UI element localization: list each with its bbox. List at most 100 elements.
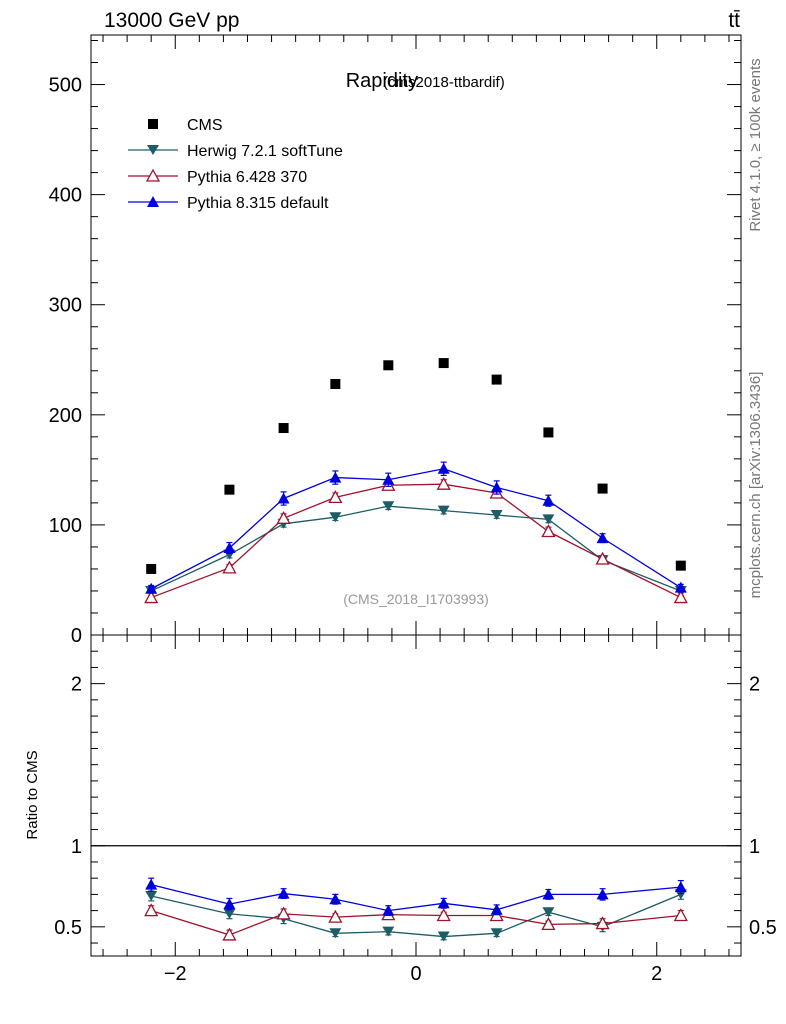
main-ytick-label: 0 <box>71 625 82 647</box>
main-point-pythia8 <box>596 532 609 544</box>
main-point-pythia8 <box>223 542 236 554</box>
main-point-cms <box>146 563 157 574</box>
main-point-herwig <box>382 501 395 512</box>
main-point-cms <box>491 374 502 385</box>
ratio-point-pythia8 <box>223 898 236 910</box>
main-point-cms <box>278 423 289 434</box>
main-point-pythia6 <box>595 551 610 565</box>
main-ytick-label: 200 <box>49 405 82 427</box>
ratio-panel: 0.5 0.5 1 1 2 2 −2 0 2 Ratio to CMS <box>24 634 777 985</box>
ratio-ytick-label-left: 1 <box>71 836 82 858</box>
ratio-point-pythia8 <box>145 878 158 890</box>
main-line-pythia8 <box>150 468 682 590</box>
ratio-ytick-label-left: 0.5 <box>54 917 82 939</box>
ratio-point-herwig <box>223 908 236 919</box>
legend-marker-herwig <box>147 145 159 155</box>
ratio-point-pythia8 <box>382 904 395 916</box>
legend-label-pythia6: Pythia 6.428 370 <box>187 169 307 186</box>
main-ytick-label: 500 <box>49 75 82 97</box>
main-point-cms <box>438 358 449 369</box>
legend-entry-pythia8: Pythia 8.315 default <box>128 195 329 212</box>
main-point-pythia8 <box>542 494 555 506</box>
legend-label-cms: CMS <box>187 117 223 134</box>
legend: CMS Herwig 7.2.1 softTune Pythia 6.428 3… <box>128 117 343 212</box>
ratio-xtick-label: 0 <box>410 963 421 985</box>
legend-label-pythia8: Pythia 8.315 default <box>187 195 329 212</box>
ratio-point-pythia6 <box>328 909 343 923</box>
main-point-pythia6 <box>222 560 237 574</box>
ratio-axis-label: Ratio to CMS <box>24 750 41 839</box>
ratio-point-pythia8 <box>329 893 342 905</box>
ratio-point-pythia6 <box>673 908 688 922</box>
ratio-point-pythia8 <box>674 881 687 893</box>
ratio-point-pythia8 <box>596 888 609 900</box>
ratio-xtick-labels: −2 0 2 <box>164 963 662 985</box>
legend-entry-cms: CMS <box>148 117 223 134</box>
main-series-cms <box>146 358 686 574</box>
main-series-pythia6 <box>144 476 688 604</box>
legend-label-herwig: Herwig 7.2.1 softTune <box>187 143 343 160</box>
main-series-layer <box>144 358 688 604</box>
legend-marker-cms <box>148 119 158 129</box>
main-point-herwig <box>542 514 555 525</box>
chart-subtitle: (cms2018-ttbardif) <box>383 74 505 91</box>
ratio-line-pythia8 <box>151 884 681 912</box>
ratio-ytick-labels: 0.5 0.5 1 1 2 2 <box>54 674 777 939</box>
main-point-herwig <box>437 505 450 516</box>
main-series-pythia8 <box>145 461 687 594</box>
main-point-cms <box>543 427 554 438</box>
legend-marker-pythia8 <box>147 196 159 207</box>
ratio-point-pythia6 <box>144 903 159 917</box>
ratio-point-herwig <box>145 891 158 902</box>
ratio-point-herwig <box>329 928 342 939</box>
ratio-point-herwig <box>542 907 555 918</box>
main-point-cms <box>675 560 686 571</box>
main-point-pythia8 <box>329 471 342 483</box>
main-point-cms <box>383 360 394 371</box>
main-point-pythia8 <box>382 473 395 485</box>
chart-title: Rapidity <box>346 70 418 92</box>
ratio-xtick-label: −2 <box>164 963 187 985</box>
ratio-point-pythia6 <box>541 917 556 931</box>
ratio-series-pythia6 <box>144 903 688 941</box>
ratio-point-herwig <box>490 928 503 939</box>
rivet-version-label: Rivet 4.1.0, ≥ 100k events <box>747 58 764 231</box>
main-point-pythia8 <box>437 462 450 474</box>
main-point-pythia8 <box>674 581 687 593</box>
main-point-herwig <box>329 512 342 523</box>
main-panel: 0 100 200 300 400 500 Rapidity (cms2018-ttbar… <box>49 34 742 647</box>
ratio-point-pythia6 <box>222 927 237 941</box>
mcplots-label: mcplots.cern.ch [arXiv:1306.3436] <box>747 372 764 599</box>
legend-entry-herwig: Herwig 7.2.1 softTune <box>128 143 343 160</box>
ratio-line-pythia6 <box>150 909 681 936</box>
ratio-line-herwig <box>151 893 682 938</box>
main-point-cms <box>224 484 235 495</box>
ratio-point-herwig <box>437 931 450 942</box>
energy-label: 13000 GeV pp <box>104 9 239 32</box>
main-ytick-label: 100 <box>49 515 82 537</box>
main-point-pythia6 <box>436 476 451 490</box>
ratio-point-pythia8 <box>437 897 450 909</box>
legend-marker-pythia6 <box>145 168 161 182</box>
legend-entry-pythia6: Pythia 6.428 370 <box>128 168 307 186</box>
main-point-herwig <box>490 510 503 520</box>
main-point-pythia6 <box>144 590 159 604</box>
analysis-watermark: (CMS_2018_I1703993) <box>343 591 489 607</box>
ratio-point-pythia6 <box>276 906 291 920</box>
main-ytick-labels: 0 100 200 300 400 500 <box>49 75 82 647</box>
main-line-herwig <box>150 505 682 592</box>
ratio-point-pythia8 <box>490 903 503 915</box>
ratio-point-herwig <box>382 926 395 937</box>
main-point-pythia6 <box>276 510 291 524</box>
main-point-pythia6 <box>673 590 688 604</box>
ratio-series-layer <box>144 877 688 942</box>
ratio-ytick-label-right: 1 <box>749 836 760 858</box>
main-point-pythia6 <box>541 524 556 538</box>
process-label: tt̄ <box>728 9 740 32</box>
ratio-ytick-label-right: 0.5 <box>749 917 777 939</box>
main-ytick-label: 400 <box>49 185 82 207</box>
ratio-point-pythia8 <box>542 888 555 900</box>
ratio-ytick-label-right: 2 <box>749 674 760 696</box>
main-point-cms <box>597 483 608 494</box>
